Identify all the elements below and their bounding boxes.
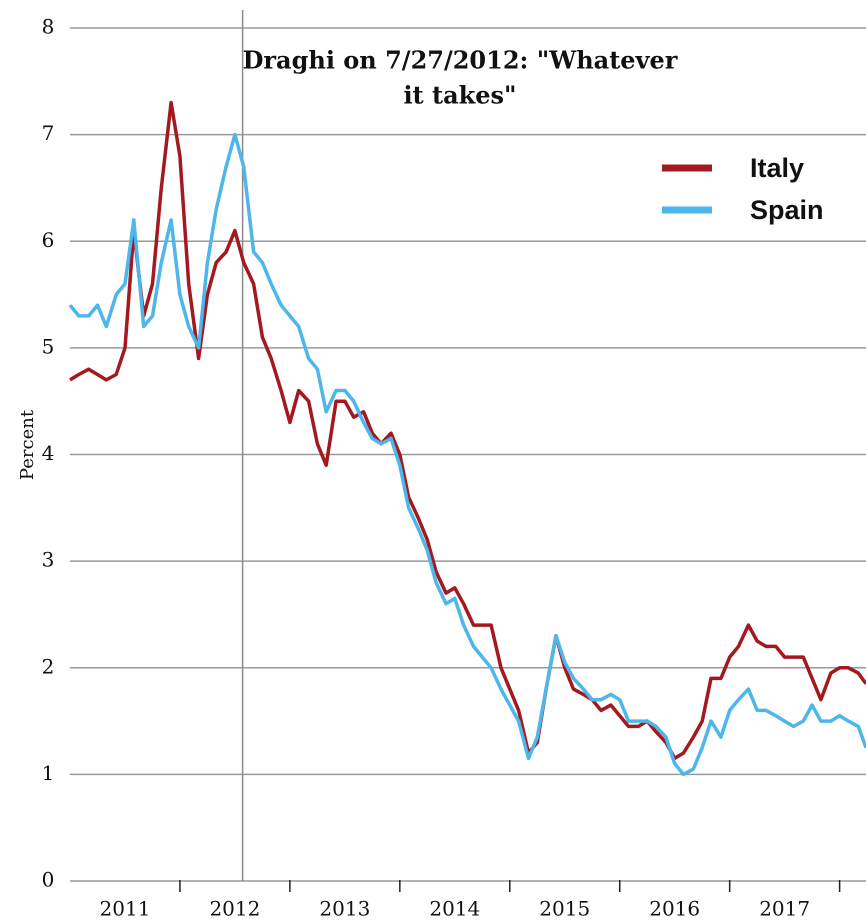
x-tick-label: 2015 (539, 897, 590, 921)
y-tick-label: 0 (42, 868, 55, 892)
y-tick-label: 1 (42, 761, 55, 785)
x-tick-label: 2013 (319, 897, 370, 921)
y-tick-label: 6 (42, 228, 55, 252)
series-line (68, 132, 866, 777)
y-tick-label: 2 (42, 654, 55, 678)
x-tick-label: 2012 (209, 897, 260, 921)
y-tick-label: 4 (42, 441, 55, 465)
legend-label: Italy (750, 153, 804, 183)
y-tick-label: 5 (42, 334, 55, 358)
y-axis-label: Percent (17, 409, 38, 480)
legend-label: Spain (750, 195, 824, 225)
annotation-text: Draghi on 7/27/2012: "Whatever (243, 46, 678, 75)
series-line (69, 100, 866, 761)
y-tick-label: 8 (42, 15, 55, 39)
x-tick-label: 2014 (429, 897, 480, 921)
y-tick-label: 3 (42, 548, 55, 572)
x-tick-label: 2017 (759, 897, 810, 921)
x-tick-label: 2016 (649, 897, 700, 921)
y-tick-label: 7 (42, 121, 55, 145)
annotation-text: it takes" (403, 81, 516, 110)
x-tick-label: 2011 (100, 897, 151, 921)
